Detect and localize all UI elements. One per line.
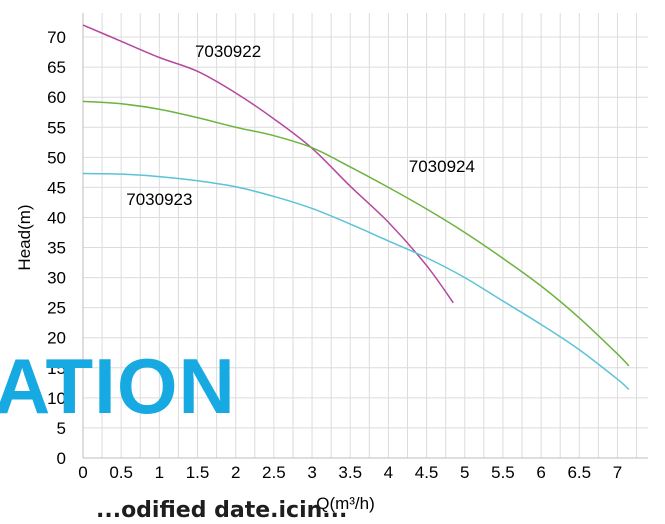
y-tick-label: 45 [47,178,66,197]
watermark-text: ATION [0,342,236,430]
y-tick-label: 70 [47,28,66,47]
x-tick-label: 5.5 [491,463,515,482]
y-axis-ticks: 0 5 10 15 20 25 30 35 40 45 50 55 60 65 70 [47,28,66,468]
x-axis-label: Q(m³/h) [316,494,375,513]
series-label: 7030922 [195,42,261,61]
x-tick-label: 1 [155,463,164,482]
y-axis-label: Head(m) [15,204,34,270]
x-tick-label: 0 [78,463,87,482]
series-line-7030924 [82,100,630,367]
x-tick-label: 7 [613,463,622,482]
x-tick-label: 3.5 [338,463,362,482]
x-tick-label: 0.5 [109,463,133,482]
y-tick-label: 25 [47,299,66,318]
series-line-7030923 [82,172,630,391]
y-tick-label: 15 [47,359,66,378]
x-tick-label: 1.5 [186,463,210,482]
x-tick-label: 6.5 [567,463,591,482]
chart-series [82,24,630,391]
chart-axes [82,13,648,459]
series-label: 7030923 [126,190,192,209]
x-tick-label: 4 [384,463,393,482]
watermark-subtext: ...odified date.icin... [96,498,348,523]
x-tick-label: 3 [307,463,316,482]
x-tick-label: 6 [536,463,545,482]
series-line-7030922 [82,24,454,304]
y-tick-label: 60 [47,88,66,107]
chart-annotations: 7030922 7030924 7030923 [126,42,475,209]
y-tick-label: 20 [47,329,66,348]
y-tick-label: 10 [47,389,66,408]
y-tick-label: 5 [57,419,66,438]
y-tick-label: 50 [47,148,66,167]
x-tick-label: 4.5 [415,463,439,482]
y-tick-label: 30 [47,269,66,288]
y-tick-label: 65 [47,58,66,77]
x-axis-ticks: 0 0.5 1 1.5 2 2.5 3 3.5 4 4.5 5 5.5 6 6.5 7 [78,463,622,482]
x-tick-label: 2.5 [262,463,286,482]
y-tick-label: 55 [47,118,66,137]
y-tick-label: 35 [47,239,66,258]
y-tick-label: 40 [47,208,66,227]
x-tick-label: 2 [231,463,240,482]
x-tick-label: 5 [460,463,469,482]
series-label: 7030924 [409,157,475,176]
y-tick-label: 0 [57,449,66,468]
chart-grid [83,13,648,458]
